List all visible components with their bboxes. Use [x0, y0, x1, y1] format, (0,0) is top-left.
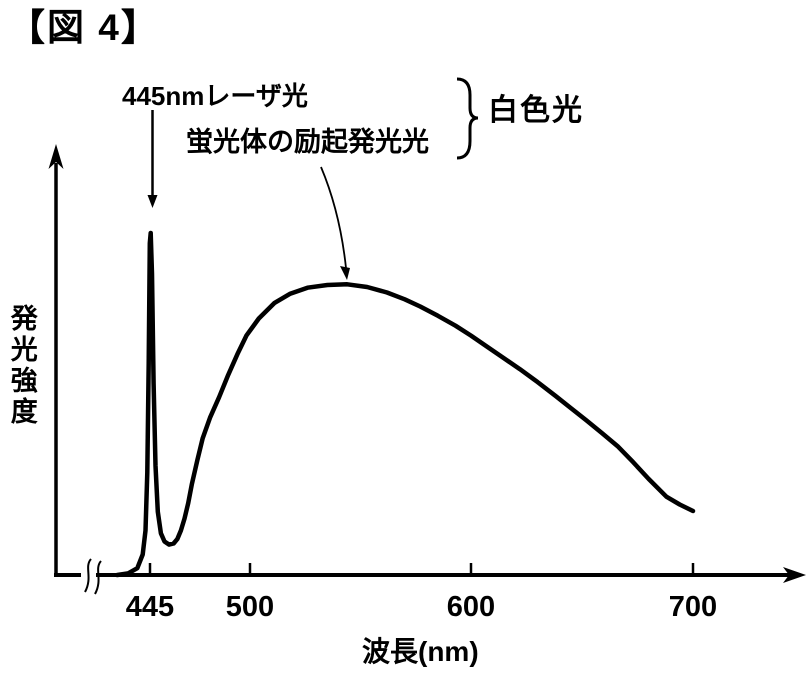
phosphor-annotation-arrow-line [320, 166, 347, 269]
x-tick-label-600: 600 [446, 591, 496, 623]
laser-peak-label: 445nmレーザ光 [122, 81, 308, 111]
white-light-label: 白色光 [488, 94, 584, 127]
phosphor-annotation-arrowhead-icon [340, 266, 350, 280]
x-tick-label-445: 445 [125, 591, 175, 623]
white-light-brace [456, 77, 479, 160]
spectrum-curve [115, 230, 696, 578]
x-axis-label: 波長(nm) [362, 636, 479, 667]
x-tick-label-500: 500 [225, 591, 275, 623]
laser-annotation-arrowhead-icon [147, 195, 158, 208]
x-tick-label-700: 700 [668, 591, 718, 623]
x-axis-ticks [148, 563, 695, 575]
figure-title: 【図 4】 [8, 7, 160, 48]
y-axis-label: 発光強度 [6, 304, 37, 428]
axis-break-mark [84, 558, 102, 595]
phosphor-emission-label: 蛍光体の励起発光光 [186, 127, 429, 157]
y-axis-arrowhead-icon [48, 144, 64, 169]
x-axis-arrowhead-icon [783, 567, 806, 583]
